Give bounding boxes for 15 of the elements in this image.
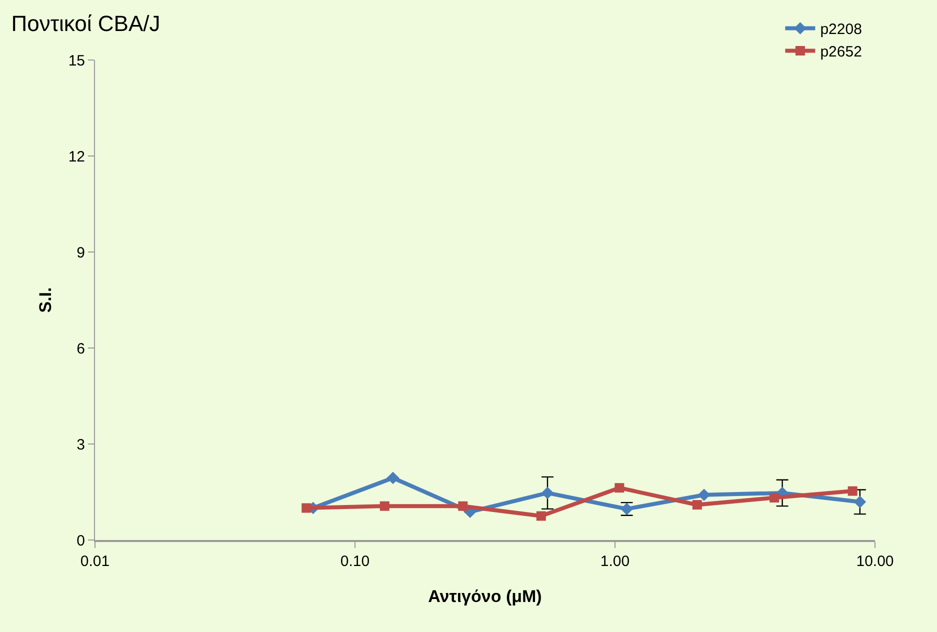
x-tick-label: 10.00 — [856, 553, 894, 570]
y-tick-label: 12 — [68, 148, 85, 166]
x-tick-label: 0.01 — [80, 553, 110, 570]
y-tick-label: 15 — [68, 52, 85, 70]
x-tick-label: 0.10 — [340, 553, 370, 570]
x-axis-title: Αντιγόνο (μM) — [428, 587, 542, 606]
x-tick-label: 1.00 — [600, 553, 630, 570]
y-tick-label: 6 — [76, 340, 85, 358]
chart-title: Ποντικοί CBA/J — [11, 11, 160, 36]
legend-label: p2652 — [820, 44, 862, 61]
y-axis-title: S.I. — [36, 287, 55, 313]
y-tick-label: 0 — [76, 532, 85, 550]
y-tick-label: 3 — [76, 436, 85, 454]
y-tick-label: 9 — [76, 244, 85, 262]
legend-label: p2208 — [820, 21, 862, 38]
